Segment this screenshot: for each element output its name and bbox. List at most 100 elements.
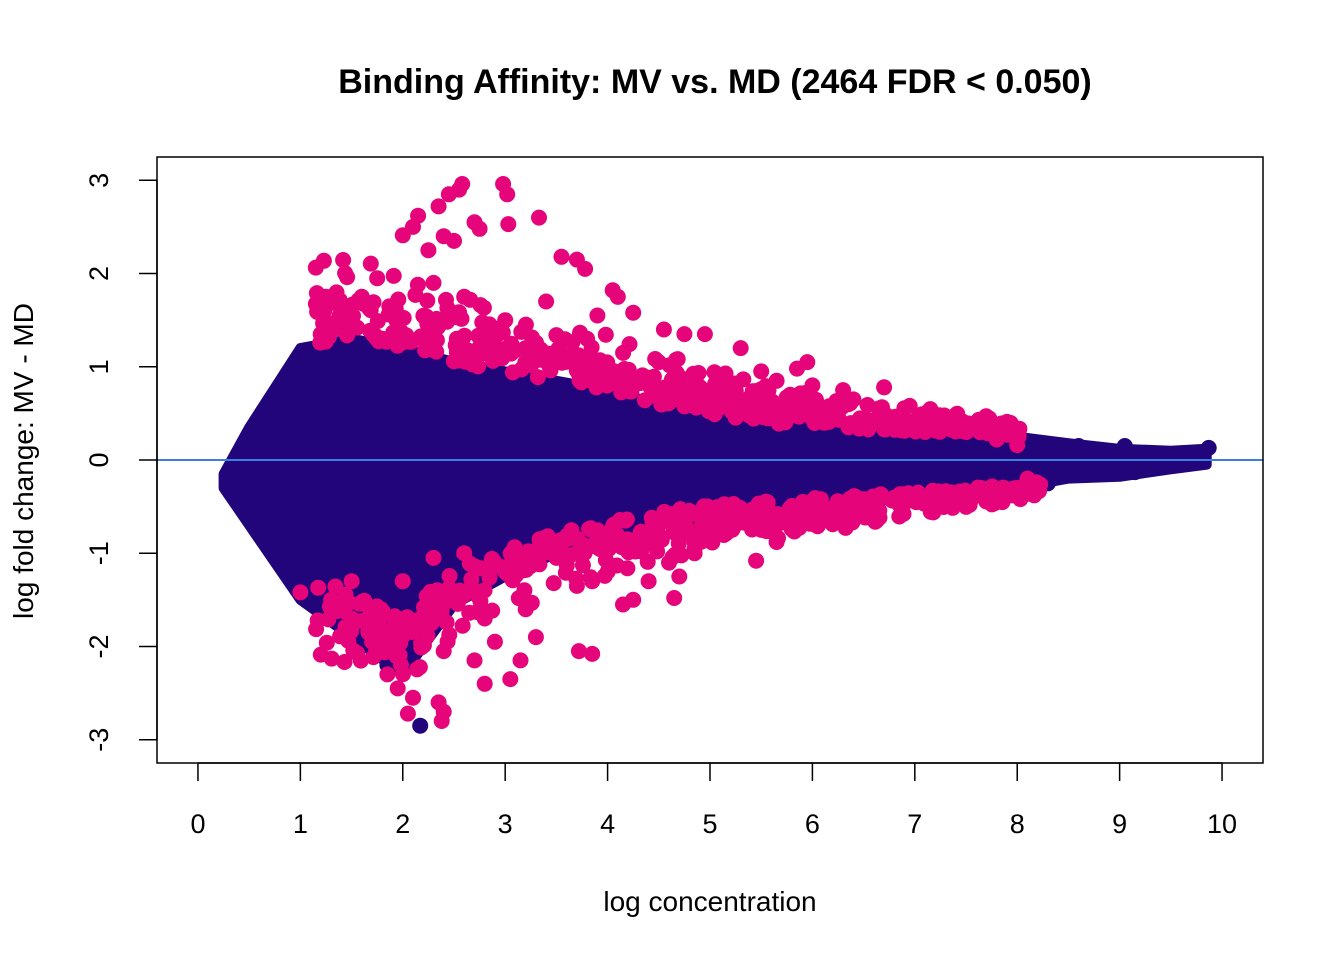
significant-point — [548, 549, 565, 566]
significant-point — [824, 503, 841, 520]
significant-point — [671, 568, 688, 585]
significant-point — [333, 312, 350, 329]
significant-point — [391, 647, 408, 664]
significant-point — [553, 248, 570, 265]
significant-point — [476, 582, 493, 599]
significant-point — [517, 601, 534, 618]
significant-point — [430, 198, 447, 215]
significant-point — [727, 405, 744, 422]
significant-point — [464, 356, 481, 373]
significant-point — [494, 350, 511, 367]
nonsignificant-point — [412, 717, 429, 734]
significant-point — [876, 379, 893, 396]
nonsignificant-point — [1127, 464, 1143, 481]
significant-point — [758, 494, 775, 511]
significant-point — [335, 252, 352, 268]
significant-point — [327, 578, 344, 595]
significant-point — [605, 516, 622, 533]
significant-point — [454, 176, 471, 192]
significant-point — [658, 382, 675, 399]
significant-point — [973, 480, 990, 496]
significant-point — [351, 595, 368, 612]
significant-point — [1004, 487, 1021, 504]
significant-point — [896, 494, 913, 510]
significant-point — [506, 539, 523, 556]
x-tick-label: 5 — [702, 809, 717, 839]
significant-point — [845, 391, 862, 408]
significant-point — [569, 530, 586, 547]
nonsignificant-point — [1200, 439, 1217, 456]
significant-point — [446, 232, 462, 249]
significant-point — [686, 545, 703, 562]
significant-point — [503, 335, 520, 352]
significant-point — [580, 357, 597, 373]
significant-point — [802, 393, 819, 410]
significant-point — [669, 351, 686, 368]
x-tick-label: 9 — [1112, 809, 1127, 839]
significant-point — [504, 364, 521, 381]
significant-point — [724, 521, 741, 538]
x-axis-label: log concentration — [603, 886, 816, 917]
significant-point — [446, 587, 462, 604]
significant-point — [527, 629, 544, 646]
y-tick-label: 0 — [84, 452, 114, 467]
significant-point — [777, 414, 794, 431]
y-tick-label: -2 — [84, 634, 114, 658]
significant-point — [454, 332, 471, 349]
significant-point — [764, 409, 780, 426]
significant-point — [865, 414, 882, 431]
significant-point — [570, 643, 587, 660]
significant-point — [812, 491, 829, 508]
x-tick-label: 2 — [395, 809, 410, 839]
significant-point — [673, 547, 690, 564]
significant-point — [650, 354, 667, 371]
significant-point — [551, 348, 568, 365]
significant-point — [688, 369, 704, 386]
significant-point — [419, 292, 436, 309]
significant-point — [545, 575, 562, 592]
significant-point — [814, 410, 831, 427]
significant-point — [328, 284, 345, 301]
significant-point — [435, 703, 452, 720]
significant-point — [318, 634, 335, 651]
significant-point — [799, 354, 816, 371]
significant-point — [486, 633, 503, 650]
significant-point — [609, 374, 626, 391]
significant-point — [476, 675, 493, 692]
significant-point — [409, 661, 425, 678]
significant-point — [584, 645, 601, 662]
significant-point — [475, 299, 492, 316]
significant-point — [753, 521, 770, 538]
significant-point — [481, 316, 498, 333]
significant-point — [660, 511, 677, 528]
y-tick-label: -3 — [84, 728, 114, 752]
x-tick-label: 8 — [1010, 809, 1025, 839]
significant-point — [392, 634, 409, 651]
significant-point — [568, 577, 585, 594]
significant-point — [650, 526, 667, 543]
significant-point — [798, 494, 815, 511]
significant-point — [557, 564, 574, 581]
significant-point — [515, 562, 532, 579]
significant-point — [343, 610, 360, 627]
significant-point — [947, 407, 963, 424]
significant-point — [681, 391, 698, 408]
significant-point — [727, 382, 744, 399]
significant-point — [538, 293, 555, 310]
significant-point — [323, 591, 340, 608]
significant-point — [435, 643, 452, 660]
significant-point — [534, 539, 551, 556]
significant-point — [531, 209, 547, 226]
significant-point — [497, 312, 514, 329]
x-tick-label: 3 — [498, 809, 513, 839]
significant-point — [891, 508, 908, 525]
significant-point — [768, 372, 785, 389]
significant-point — [497, 563, 514, 580]
significant-point — [937, 419, 954, 436]
significant-point — [922, 410, 939, 426]
significant-point — [399, 609, 416, 626]
significant-point — [353, 288, 370, 305]
significant-point — [619, 560, 636, 577]
significant-point — [768, 534, 785, 550]
